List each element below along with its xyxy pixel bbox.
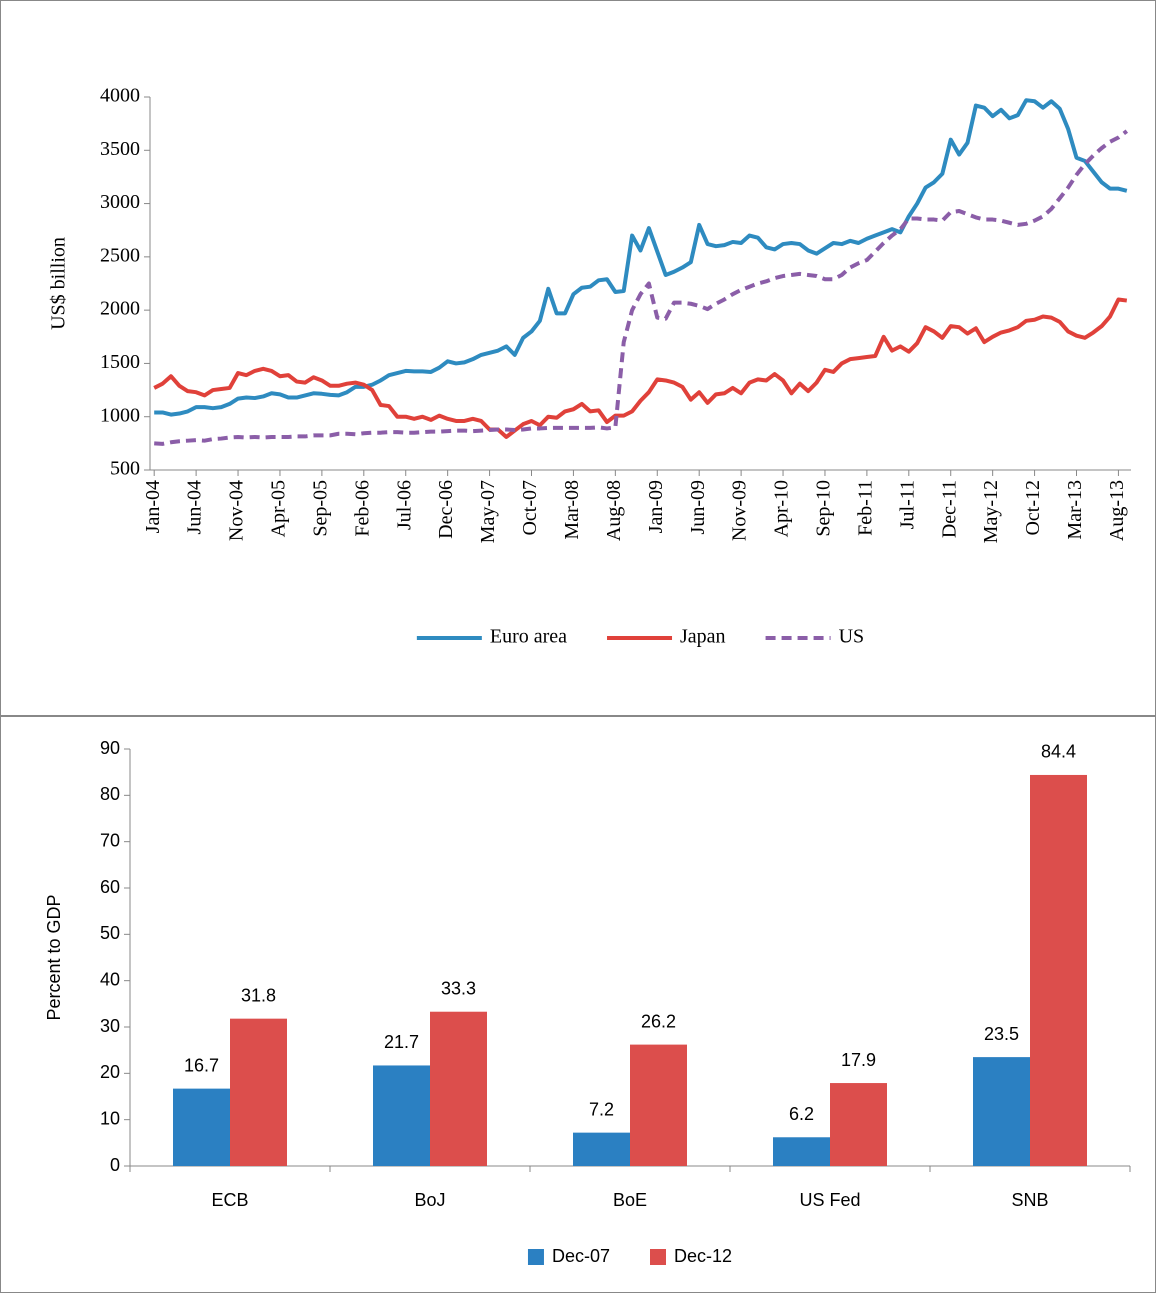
x-tick-label: Dec-11: [938, 480, 960, 538]
data-label: 17.9: [841, 1050, 876, 1070]
bar: [630, 1044, 687, 1166]
x-tick-label: Sep-05: [309, 480, 331, 537]
y-tick-label: 10: [100, 1108, 120, 1128]
legend-item: Dec-12: [650, 1246, 732, 1266]
bar: [230, 1018, 287, 1166]
x-tick-label: Jan-04: [142, 480, 164, 533]
y-tick-label: 40: [100, 969, 120, 989]
data-label: 33.3: [441, 978, 476, 998]
y-tick-label: 0: [110, 1155, 120, 1175]
data-label: 23.5: [984, 1024, 1019, 1044]
y-tick-label: 50: [100, 923, 120, 943]
x-tick-label: Oct-12: [1022, 480, 1044, 536]
x-tick-label: BoE: [613, 1190, 647, 1210]
x-tick-label: BoJ: [414, 1190, 445, 1210]
legend-item: Japan: [607, 626, 726, 648]
bar: [373, 1065, 430, 1166]
x-tick-label: Jul-06: [393, 480, 415, 530]
y-tick-label: 70: [100, 830, 120, 850]
x-tick-label: Jul-11: [896, 480, 918, 529]
legend-label: Dec-07: [552, 1246, 610, 1266]
bar: [430, 1011, 487, 1166]
x-tick-label: May-07: [477, 480, 499, 543]
y-tick-label: 3500: [100, 138, 140, 160]
y-tick-label: 1500: [100, 351, 140, 373]
x-tick-label: SNB: [1011, 1190, 1048, 1210]
y-tick-label: 3000: [100, 191, 140, 213]
data-label: 16.7: [184, 1055, 219, 1075]
line-series: [153, 297, 1128, 439]
legend-item: Dec-07: [527, 1246, 610, 1266]
line-series: [154, 98, 1128, 417]
legend-label: Dec-12: [674, 1246, 732, 1266]
x-tick-label: Feb-11: [854, 480, 876, 536]
legend-swatch: [527, 1249, 544, 1265]
x-tick-label: Oct-07: [519, 480, 541, 536]
x-tick-label: Aug-13: [1106, 480, 1128, 541]
line-chart: 500 1000 1500 2000 2500 3000 3500 4000 US$ billi…: [48, 85, 1131, 648]
y-tick-label: 4000: [100, 85, 140, 107]
bar: [573, 1132, 630, 1166]
data-label: 7.2: [589, 1099, 614, 1119]
y-tick-label: 30: [100, 1016, 120, 1036]
x-tick-label: Jan-09: [645, 480, 667, 533]
bar: [1030, 774, 1087, 1166]
y-tick-label: 90: [100, 738, 120, 758]
y-tick-label: 20: [100, 1062, 120, 1082]
x-tick-label: Nov-04: [226, 480, 248, 541]
x-tick-label: Sep-10: [813, 480, 835, 537]
y-tick-label: 2000: [100, 298, 140, 320]
data-label: 26.2: [641, 1011, 676, 1031]
x-tick-label: May-12: [980, 480, 1002, 543]
y-tick-label: 80: [100, 784, 120, 804]
data-label: 6.2: [789, 1104, 814, 1124]
legend-label: US: [839, 626, 865, 648]
x-tick-label: Mar-08: [561, 480, 583, 540]
x-tick-label: Aug-08: [603, 480, 625, 541]
data-label: 31.8: [241, 985, 276, 1005]
legend-item: US: [765, 626, 865, 648]
x-tick-label: Apr-05: [268, 480, 290, 537]
x-tick-label: Nov-09: [729, 480, 751, 541]
x-tick-label: ECB: [211, 1190, 248, 1210]
line-series: [154, 129, 1129, 446]
legend-item: Euro area: [416, 626, 567, 648]
x-tick-label: Feb-06: [351, 480, 373, 537]
y-tick-label: 60: [100, 877, 120, 897]
y-tick-label: 2500: [100, 244, 140, 266]
x-tick-label: Apr-10: [771, 480, 793, 537]
data-label: 21.7: [384, 1032, 419, 1052]
data-label: 84.4: [1041, 742, 1076, 762]
x-tick-label: US Fed: [799, 1190, 860, 1210]
y-axis-label: US$ billion: [48, 237, 70, 330]
y-tick-label: 1000: [100, 404, 140, 426]
x-tick-label: Jun-04: [184, 480, 206, 534]
y-tick-label: 500: [110, 458, 140, 480]
panel-border: [0, 716, 1156, 1293]
x-tick-label: Mar-13: [1064, 480, 1086, 540]
bar: [173, 1088, 230, 1166]
x-tick-label: Jun-09: [687, 480, 709, 534]
legend-label: Japan: [680, 626, 726, 648]
bar: [830, 1083, 887, 1166]
y-axis-label: Percent to GDP: [44, 894, 64, 1020]
bar: [773, 1137, 830, 1166]
bar-chart: 0 10 20 30 40 50 60 70 80 90 Percent to GDP ECB 16.7…: [44, 738, 1131, 1266]
legend-swatch: [650, 1249, 666, 1265]
bar: [973, 1057, 1030, 1166]
x-tick-label: Dec-06: [435, 480, 457, 539]
legend-label: Euro area: [490, 626, 567, 648]
